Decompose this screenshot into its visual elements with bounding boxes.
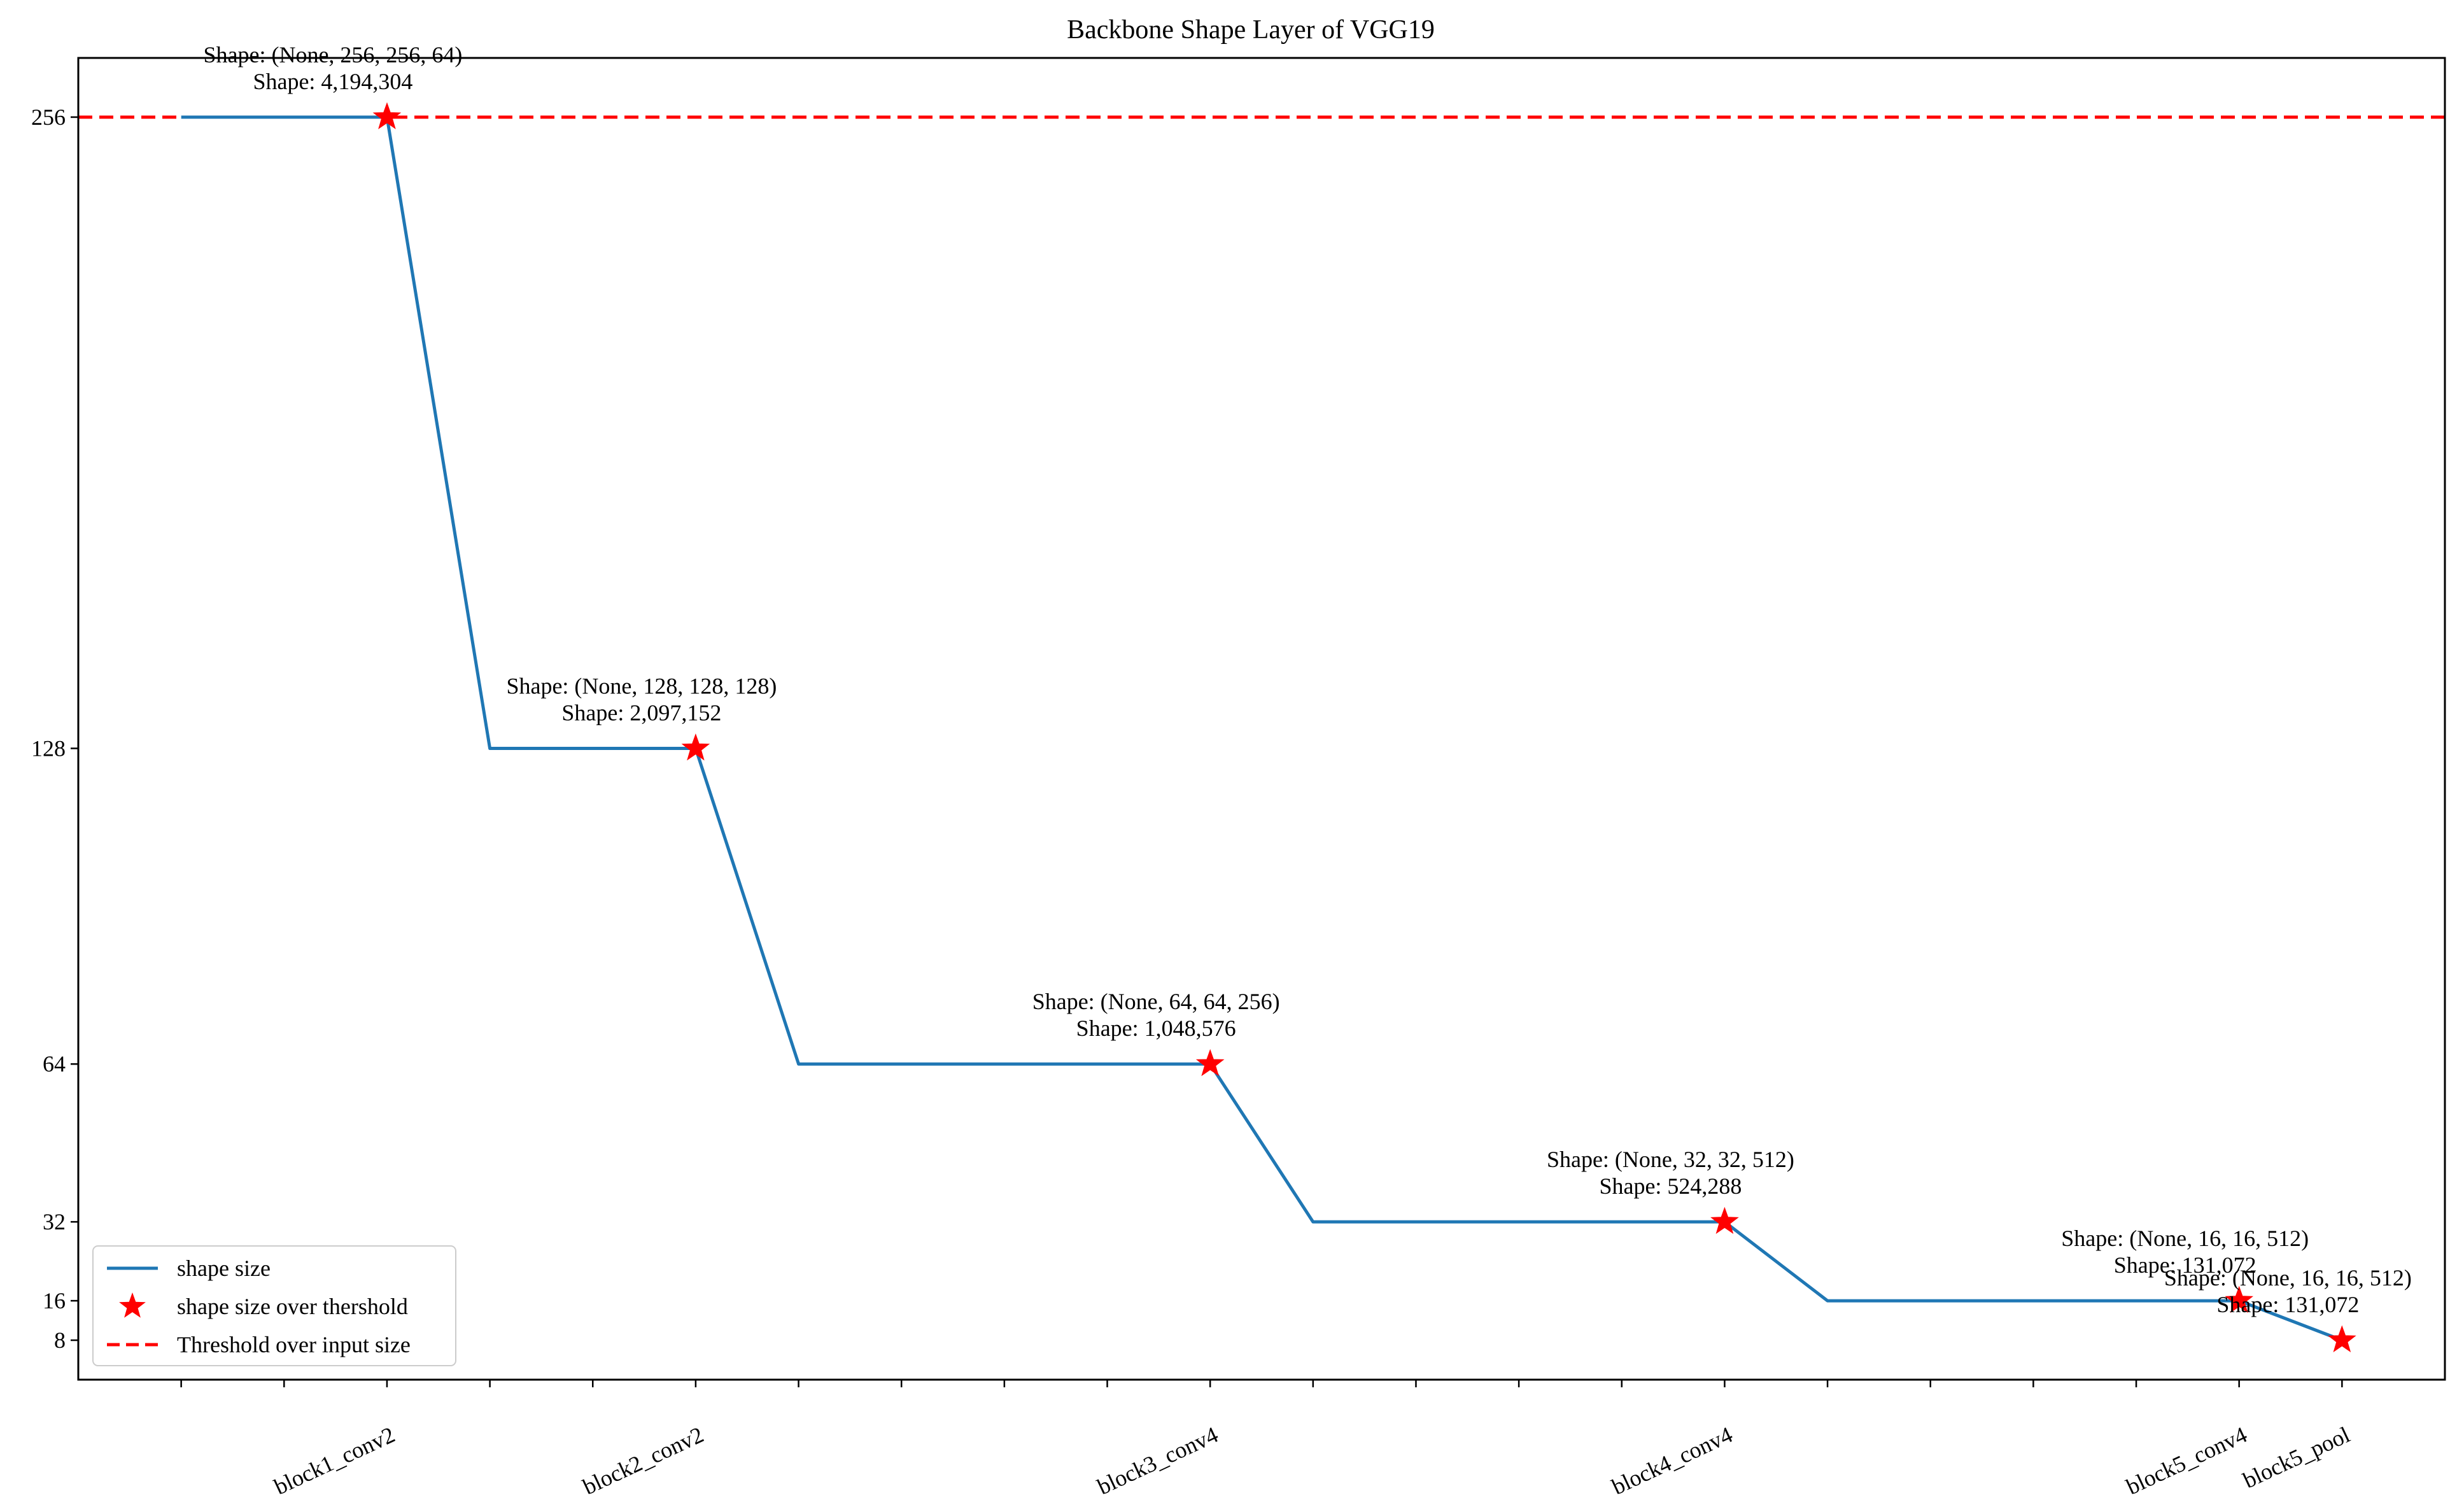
- chart-title: Backbone Shape Layer of VGG19: [1067, 15, 1435, 45]
- annotation-shape-tuple: Shape: (None, 32, 32, 512): [1547, 1147, 1794, 1172]
- y-tick-label: 256: [31, 104, 66, 130]
- y-tick-label: 32: [43, 1209, 66, 1235]
- annotation-shape-count: Shape: 1,048,576: [1076, 1015, 1236, 1041]
- plot-frame: [77, 57, 2446, 1381]
- threshold-star-marker: [1710, 1206, 1739, 1235]
- legend-label: shape size: [177, 1256, 271, 1281]
- annotation-shape-tuple: Shape: (None, 16, 16, 512): [2164, 1265, 2412, 1291]
- legend-star-icon: [119, 1292, 146, 1318]
- threshold-star-marker: [1195, 1049, 1225, 1077]
- y-tick-label: 128: [31, 735, 66, 761]
- y-tick-label: 8: [54, 1327, 66, 1353]
- annotation-shape-tuple: Shape: (None, 64, 64, 256): [1032, 989, 1280, 1014]
- threshold-star-marker: [681, 733, 710, 761]
- legend-box: [92, 1245, 456, 1366]
- series-line-shape-size: [181, 115, 2343, 1342]
- legend-label: shape size over thershold: [177, 1294, 408, 1319]
- annotation-shape-tuple: Shape: (None, 256, 256, 64): [203, 42, 462, 67]
- threshold-star-marker: [2327, 1325, 2356, 1353]
- annotation-shape-count: Shape: 131,072: [2216, 1292, 2359, 1317]
- annotation-shape-count: Shape: 4,194,304: [253, 69, 412, 94]
- annotation-shape-tuple: Shape: (None, 128, 128, 128): [506, 673, 777, 698]
- annotation-shape-count: Shape: 2,097,152: [561, 700, 721, 725]
- annotation-shape-count: Shape: 131,072: [2114, 1252, 2256, 1278]
- legend: shape size shape size over thershold Thres…: [92, 1245, 456, 1366]
- y-tick-label: 64: [43, 1051, 66, 1077]
- y-tick-label: 16: [43, 1288, 66, 1313]
- legend-label: Threshold over input size: [177, 1332, 411, 1357]
- threshold-star-marker: [372, 102, 402, 129]
- annotation-shape-count: Shape: 524,288: [1599, 1173, 1742, 1199]
- annotation-shape-tuple: Shape: (None, 16, 16, 512): [2061, 1226, 2309, 1251]
- threshold-star-marker: [2225, 1285, 2254, 1313]
